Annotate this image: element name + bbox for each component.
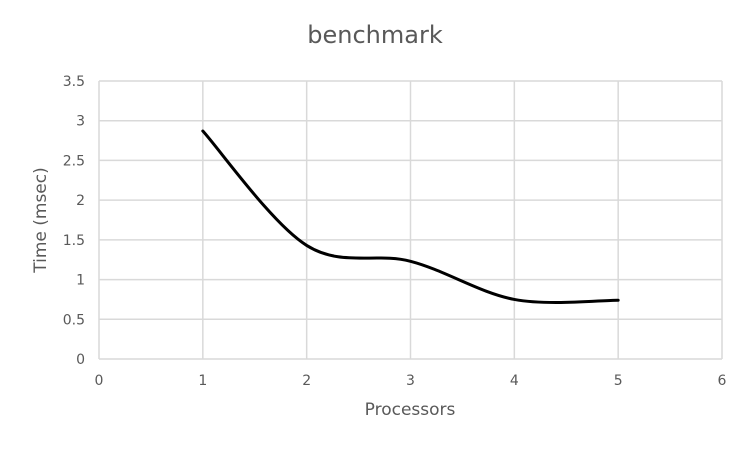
x-tick-label: 1 [198, 373, 207, 389]
y-tick-label: 2.5 [63, 153, 85, 169]
y-tick-label: 2 [76, 193, 85, 209]
x-tick-label: 2 [302, 373, 311, 389]
series-group [201, 129, 620, 304]
y-tick-label: 0.5 [63, 312, 85, 328]
y-axis-ticks: 0 0.5 1 1.5 2 2.5 3 3.5 [63, 74, 85, 368]
x-tick-label: 0 [95, 373, 104, 389]
y-tick-label: 1 [76, 273, 85, 289]
y-tick-label: 0 [76, 352, 85, 368]
x-tick-label: 4 [510, 373, 519, 389]
series-line-0 [201, 129, 620, 304]
x-tick-label: 5 [614, 373, 623, 389]
x-axis-title: Processors [365, 400, 456, 420]
y-tick-label: 1.5 [63, 233, 85, 249]
x-tick-label: 6 [718, 373, 727, 389]
gridlines [98, 80, 723, 360]
y-tick-label: 3 [76, 114, 85, 130]
chart-title: benchmark [307, 21, 443, 49]
y-tick-label: 3.5 [63, 74, 85, 90]
x-axis-ticks: 0 1 2 3 4 5 6 [95, 373, 727, 389]
x-tick-label: 3 [406, 373, 415, 389]
y-axis-title: Time (msec) [31, 167, 51, 274]
